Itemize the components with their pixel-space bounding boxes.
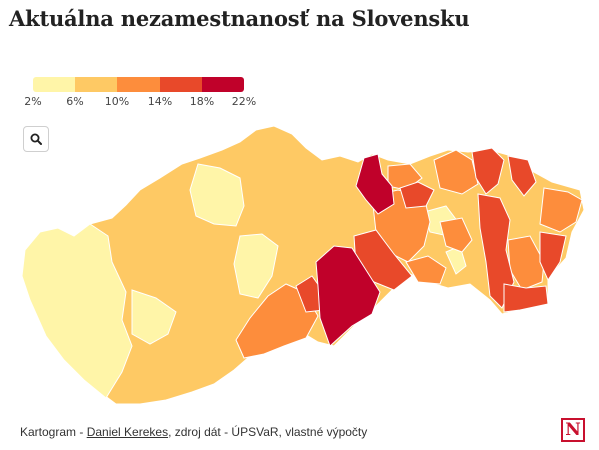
- map-region: [433, 149, 479, 195]
- map-region: [539, 187, 583, 233]
- legend-swatch: [117, 77, 160, 92]
- legend-tick-label: 2%: [24, 95, 42, 108]
- legend-tick-label: 10%: [104, 95, 130, 108]
- map-region: [315, 245, 381, 347]
- map-region: [21, 223, 133, 399]
- search-icon: [30, 133, 42, 145]
- source-caption: Kartogram - Daniel Kerekes, zdroj dát - …: [20, 425, 367, 439]
- map-search-button[interactable]: [23, 126, 49, 152]
- map-region: [503, 283, 549, 313]
- map-region: [189, 163, 245, 227]
- legend-tick-label: 18%: [189, 95, 215, 108]
- legend-tick-label: 22%: [231, 95, 257, 108]
- map-title: Aktuálna nezamestnanosť na Slovensku: [9, 6, 470, 31]
- map-region: [355, 153, 395, 215]
- map-region: [539, 231, 567, 282]
- legend-tick-label: 6%: [66, 95, 84, 108]
- color-legend: 2% 6% 10% 14% 18% 22%: [24, 77, 256, 108]
- legend-swatch: [159, 77, 202, 92]
- map-region: [131, 289, 177, 345]
- map-region: [507, 155, 537, 197]
- author-link[interactable]: Daniel Kerekes: [86, 425, 169, 439]
- legend-swatch: [201, 77, 244, 92]
- caption-prefix: Kartogram -: [20, 425, 87, 439]
- legend-tick-label: 14%: [147, 95, 173, 108]
- slovakia-choropleth-map: [21, 125, 585, 405]
- legend-swatch: [33, 77, 76, 92]
- map-region: [233, 233, 279, 299]
- legend-color-bar: [33, 77, 244, 92]
- map-region: [399, 181, 435, 209]
- legend-swatch: [75, 77, 118, 92]
- publisher-logo: N: [561, 418, 585, 442]
- map-region: [439, 217, 473, 253]
- map-region: [405, 255, 447, 285]
- caption-suffix: , zdroj dát - ÚPSVaR, vlastné výpočty: [168, 425, 368, 439]
- map-region: [471, 147, 505, 195]
